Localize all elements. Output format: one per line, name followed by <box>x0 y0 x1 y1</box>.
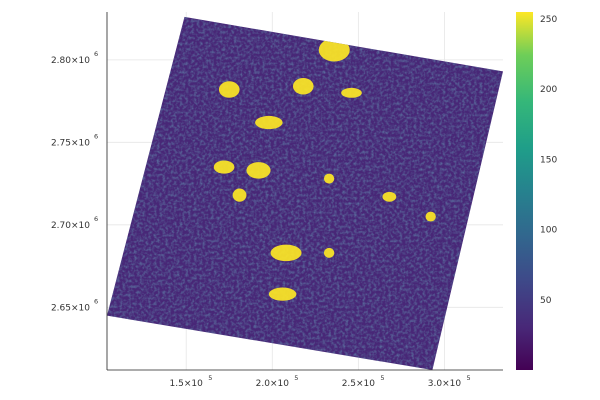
saturated-patch <box>255 115 283 130</box>
x-tick-label: 2.0×10 <box>256 379 290 389</box>
saturated-patch <box>292 77 314 95</box>
x-tick-labels: 1.5×10 5 2.0×10 5 2.5×10 5 3.0×10 5 <box>170 374 471 389</box>
x-tick-label: 3.0×10 <box>428 379 462 389</box>
saturated-patch <box>323 173 335 184</box>
x-tick-exponent: 5 <box>380 374 384 382</box>
y-tick-label: 2.75×10 <box>51 138 90 148</box>
colorbar: 50 100 150 200 250 <box>516 12 557 370</box>
raster-texture <box>107 16 503 370</box>
y-tick-labels: 2.65×10 6 2.70×10 6 2.75×10 6 2.80×10 6 <box>51 50 98 313</box>
colorbar-tick-label: 50 <box>540 296 552 306</box>
saturated-patch <box>246 162 271 179</box>
y-tick-exponent: 6 <box>94 50 98 58</box>
colorbar-tick-label: 150 <box>540 155 557 165</box>
x-tick-exponent: 5 <box>294 374 298 382</box>
x-tick-exponent: 5 <box>466 374 470 382</box>
colorbar-tick-label: 100 <box>540 226 557 236</box>
saturated-patch <box>382 191 397 202</box>
saturated-patch <box>323 247 335 258</box>
x-tick-exponent: 5 <box>208 374 212 382</box>
saturated-patch <box>341 87 362 98</box>
raster-image <box>107 16 503 371</box>
saturated-patch <box>318 38 350 62</box>
plot-axes <box>106 12 503 371</box>
saturated-patch <box>425 211 436 222</box>
saturated-patch <box>213 160 235 174</box>
saturated-patch <box>218 81 240 98</box>
saturated-patch <box>270 244 302 262</box>
colorbar-tick-label: 200 <box>540 85 557 95</box>
colorbar-tick-label: 250 <box>540 15 557 25</box>
y-tick-exponent: 6 <box>94 132 98 140</box>
y-tick-exponent: 6 <box>94 215 98 223</box>
saturated-patch <box>268 287 297 301</box>
y-tick-label: 2.65×10 <box>51 303 90 313</box>
colorbar-gradient <box>516 12 533 370</box>
colorbar-tick-labels: 50 100 150 200 250 <box>540 15 557 306</box>
x-tick-label: 1.5×10 <box>170 379 204 389</box>
y-tick-exponent: 6 <box>94 297 98 305</box>
y-tick-label: 2.80×10 <box>51 56 90 66</box>
saturated-patch <box>232 188 247 202</box>
y-tick-label: 2.70×10 <box>51 221 90 231</box>
raster-speckle <box>107 16 503 370</box>
x-tick-label: 2.5×10 <box>342 379 376 389</box>
saturated-patch <box>342 18 361 26</box>
